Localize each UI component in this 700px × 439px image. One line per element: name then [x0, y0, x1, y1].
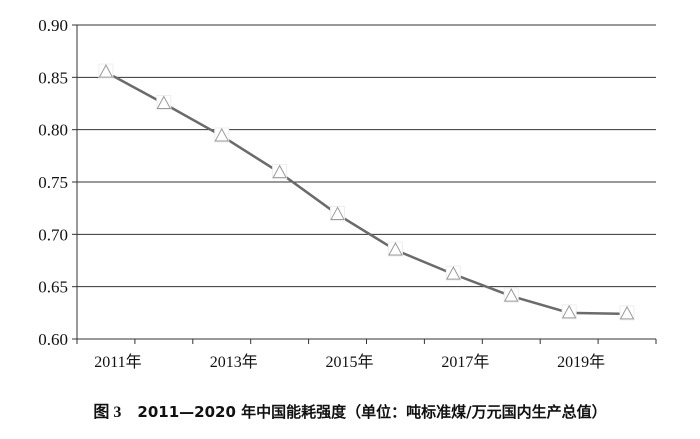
- data-point-marker: [619, 305, 635, 320]
- data-point-marker: [446, 266, 461, 280]
- y-tick-label: 0.85: [38, 68, 68, 87]
- data-point-marker: [272, 164, 287, 179]
- x-tick-label: 2019年: [557, 353, 605, 371]
- data-point-marker: [388, 241, 403, 256]
- y-tick-label: 0.75: [38, 173, 68, 192]
- x-tick-label: 2015年: [326, 353, 374, 371]
- figure-title: 2011—2020 年中国能耗强度（单位：吨标准煤/万元国内生产总值）: [137, 403, 607, 421]
- x-tick-label: 2011年: [94, 353, 141, 371]
- data-point-marker: [98, 64, 114, 78]
- data-point-marker: [503, 288, 519, 302]
- y-tick-label: 0.65: [38, 278, 68, 297]
- series-line: [105, 71, 628, 316]
- y-tick-label: 0.80: [38, 121, 68, 140]
- data-point-marker: [214, 127, 230, 142]
- line-chart: 0.60 0.65 0.70 0.75 0.80 0.85 0.90 2011年 2013年 20…: [38, 16, 657, 371]
- data-point-marker: [561, 304, 577, 319]
- figure-number: 图 3: [93, 404, 122, 421]
- data-point-marker: [156, 95, 172, 109]
- data-point-marker: [330, 206, 345, 220]
- x-tick-label: 2013年: [210, 353, 258, 371]
- y-tick-label: 0.70: [38, 225, 68, 244]
- y-tick-label: 0.90: [38, 16, 68, 35]
- y-tick-label: 0.60: [38, 330, 68, 349]
- x-tick-label: 2017年: [441, 353, 489, 371]
- figure-caption: 图 3 2011—2020 年中国能耗强度（单位：吨标准煤/万元国内生产总值）: [0, 398, 700, 422]
